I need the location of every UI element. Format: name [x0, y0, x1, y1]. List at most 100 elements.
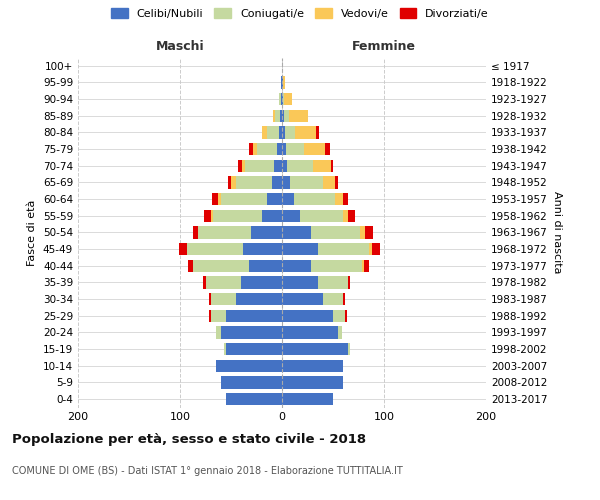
Bar	[290, 176, 323, 188]
Bar	[287, 160, 313, 172]
Legend: Celibi/Nubili, Coniugati/e, Vedovi/e, Divorziati/e: Celibi/Nubili, Coniugati/e, Vedovi/e, Di…	[109, 6, 491, 21]
Bar	[212, 193, 218, 205]
Bar	[304, 143, 325, 156]
Bar	[318, 243, 369, 256]
Bar	[206, 276, 241, 288]
Bar	[199, 226, 251, 239]
Bar	[253, 143, 257, 156]
Bar	[343, 193, 349, 205]
Bar	[323, 293, 343, 306]
Bar	[242, 160, 245, 172]
Bar	[209, 293, 211, 306]
Bar	[211, 210, 212, 222]
Bar	[335, 193, 343, 205]
Bar	[267, 126, 279, 138]
Bar	[216, 360, 282, 372]
Bar	[282, 260, 311, 272]
Bar	[280, 110, 282, 122]
Bar	[205, 210, 211, 222]
Bar	[211, 293, 236, 306]
Bar	[203, 276, 206, 288]
Bar	[212, 210, 262, 222]
Bar	[262, 210, 282, 222]
Bar	[284, 93, 292, 106]
Text: Femmine: Femmine	[352, 40, 416, 52]
Bar	[279, 126, 282, 138]
Bar	[335, 176, 338, 188]
Bar	[221, 376, 282, 388]
Bar	[272, 176, 282, 188]
Bar	[218, 193, 221, 205]
Bar	[282, 110, 284, 122]
Bar	[333, 310, 345, 322]
Bar	[209, 310, 211, 322]
Bar	[283, 93, 284, 106]
Bar	[349, 276, 350, 288]
Bar	[188, 260, 193, 272]
Bar	[282, 243, 318, 256]
Bar	[193, 226, 199, 239]
Bar	[282, 176, 290, 188]
Bar	[262, 126, 267, 138]
Bar	[345, 310, 347, 322]
Bar	[236, 176, 272, 188]
Bar	[343, 210, 349, 222]
Bar	[318, 276, 349, 288]
Bar	[211, 310, 226, 322]
Bar	[257, 143, 277, 156]
Bar	[273, 110, 275, 122]
Bar	[282, 126, 285, 138]
Bar	[216, 326, 221, 338]
Bar	[282, 293, 323, 306]
Bar	[294, 193, 335, 205]
Bar	[349, 210, 355, 222]
Bar	[289, 110, 308, 122]
Bar	[282, 326, 338, 338]
Bar	[325, 143, 330, 156]
Bar	[226, 310, 282, 322]
Bar	[311, 260, 362, 272]
Bar	[282, 76, 283, 89]
Bar	[193, 260, 250, 272]
Bar	[226, 343, 282, 355]
Bar	[359, 226, 365, 239]
Bar	[369, 243, 372, 256]
Bar	[279, 93, 281, 106]
Bar	[226, 393, 282, 406]
Bar	[179, 243, 187, 256]
Bar	[281, 76, 282, 89]
Bar	[250, 260, 282, 272]
Bar	[187, 243, 243, 256]
Bar	[224, 343, 226, 355]
Bar	[282, 360, 343, 372]
Bar	[286, 143, 304, 156]
Bar	[316, 126, 319, 138]
Bar	[364, 260, 369, 272]
Bar	[282, 393, 333, 406]
Bar	[282, 276, 318, 288]
Bar	[284, 110, 289, 122]
Bar	[228, 176, 231, 188]
Bar	[311, 226, 359, 239]
Bar	[231, 176, 236, 188]
Bar	[313, 160, 331, 172]
Bar	[275, 110, 280, 122]
Y-axis label: Anni di nascita: Anni di nascita	[551, 191, 562, 274]
Bar	[372, 243, 380, 256]
Bar	[285, 126, 295, 138]
Bar	[221, 326, 282, 338]
Bar	[267, 193, 282, 205]
Bar	[282, 376, 343, 388]
Text: Popolazione per età, sesso e stato civile - 2018: Popolazione per età, sesso e stato civil…	[12, 432, 366, 446]
Bar	[243, 243, 282, 256]
Bar	[282, 310, 333, 322]
Bar	[301, 210, 343, 222]
Bar	[283, 76, 285, 89]
Bar	[331, 160, 333, 172]
Bar	[295, 126, 316, 138]
Bar	[250, 143, 253, 156]
Bar	[362, 260, 364, 272]
Bar	[282, 193, 294, 205]
Bar	[221, 193, 267, 205]
Bar	[251, 226, 282, 239]
